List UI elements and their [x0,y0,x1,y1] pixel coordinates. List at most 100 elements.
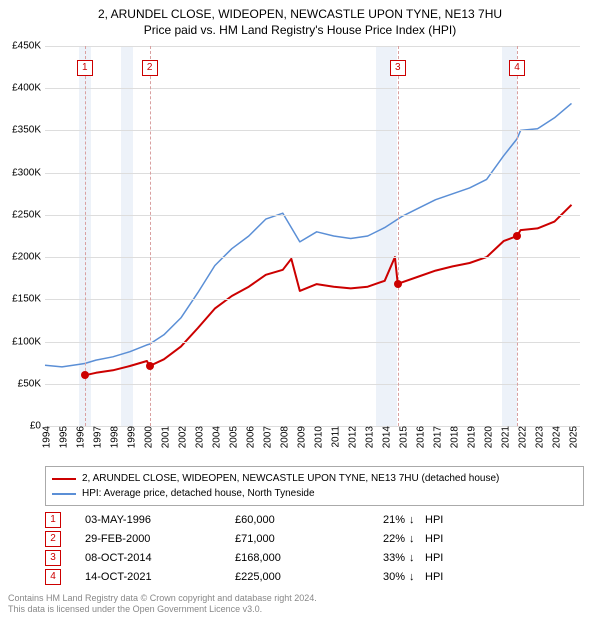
sale-dot [513,232,521,240]
sales-row: 1 03-MAY-1996£60,00021%↓HPI [45,510,580,529]
x-axis-label: 2024 [547,426,562,448]
legend-label-hpi: HPI: Average price, detached house, Nort… [82,486,315,501]
x-axis-label: 2014 [377,426,392,448]
x-axis-label: 2008 [275,426,290,448]
y-axis-label: £400K [12,83,45,94]
x-axis-label: 2010 [309,426,324,448]
arrow-down-icon: ↓ [409,533,425,545]
x-axis-label: 2025 [564,426,579,448]
sales-row-pct: 22% [345,533,409,545]
plot-svg [45,46,580,426]
x-axis-label: 2016 [411,426,426,448]
x-axis-label: 2007 [258,426,273,448]
sale-dot [146,362,154,370]
sales-row-vs: HPI [425,533,443,545]
sales-row-pct: 30% [345,571,409,583]
x-axis-label: 2015 [394,426,409,448]
chart-title: 2, ARUNDEL CLOSE, WIDEOPEN, NEWCASTLE UP… [0,0,600,38]
sales-row-price: £168,000 [235,552,345,564]
sale-marker-line [398,46,399,426]
sale-marker-badge: 2 [142,60,158,76]
sale-dot [394,280,402,288]
arrow-down-icon: ↓ [409,514,425,526]
sales-row-badge: 4 [45,569,61,585]
sales-row-date: 03-MAY-1996 [85,514,235,526]
series-hpi [45,103,572,367]
title-line-2: Price paid vs. HM Land Registry's House … [0,22,600,38]
sales-row-price: £225,000 [235,571,345,583]
sales-row-price: £60,000 [235,514,345,526]
legend-swatch-property [52,478,76,480]
series-property [85,205,572,375]
x-axis-label: 2002 [173,426,188,448]
x-axis-label: 2009 [292,426,307,448]
sale-marker-line [85,46,86,426]
y-axis-label: £450K [12,41,45,52]
y-gridline [45,215,580,216]
sales-row-badge: 2 [45,531,61,547]
x-axis-label: 1996 [71,426,86,448]
x-axis-label: 2017 [428,426,443,448]
sales-row-badge: 1 [45,512,61,528]
x-axis-label: 2000 [139,426,154,448]
y-gridline [45,88,580,89]
sales-row-price: £71,000 [235,533,345,545]
x-axis-label: 2021 [496,426,511,448]
sales-row-pct: 21% [345,514,409,526]
y-gridline [45,342,580,343]
chart-plot-area: £0£50K£100K£150K£200K£250K£300K£350K£400… [45,46,580,427]
legend: 2, ARUNDEL CLOSE, WIDEOPEN, NEWCASTLE UP… [45,466,584,506]
x-axis-label: 1997 [88,426,103,448]
x-axis-label: 2006 [241,426,256,448]
x-axis-label: 2011 [326,426,341,448]
x-axis-label: 2018 [445,426,460,448]
page-root: { "title_line1": "2, ARUNDEL CLOSE, WIDE… [0,0,600,620]
y-axis-label: £150K [12,294,45,305]
y-axis-label: £50K [18,378,45,389]
sales-row-date: 14-OCT-2021 [85,571,235,583]
sales-row-vs: HPI [425,514,443,526]
y-axis-label: £250K [12,209,45,220]
legend-row-property: 2, ARUNDEL CLOSE, WIDEOPEN, NEWCASTLE UP… [52,471,577,486]
x-axis-label: 2003 [190,426,205,448]
y-gridline [45,46,580,47]
sale-marker-badge: 1 [77,60,93,76]
x-axis-label: 2019 [462,426,477,448]
y-axis-label: £200K [12,252,45,263]
title-line-1: 2, ARUNDEL CLOSE, WIDEOPEN, NEWCASTLE UP… [0,6,600,22]
y-axis-label: £350K [12,125,45,136]
sales-row: 4 14-OCT-2021£225,00030%↓HPI [45,567,580,586]
x-axis-label: 1994 [38,426,53,448]
sale-marker-badge: 4 [509,60,525,76]
x-axis-label: 2001 [156,426,171,448]
y-axis-label: £100K [12,336,45,347]
legend-swatch-hpi [52,493,76,495]
sales-row-date: 29-FEB-2000 [85,533,235,545]
y-gridline [45,173,580,174]
sales-row: 2 29-FEB-2000£71,00022%↓HPI [45,529,580,548]
legend-row-hpi: HPI: Average price, detached house, Nort… [52,486,577,501]
sales-row: 3 08-OCT-2014£168,00033%↓HPI [45,548,580,567]
x-axis-label: 2013 [360,426,375,448]
footer-line-2: This data is licensed under the Open Gov… [8,604,317,616]
y-gridline [45,257,580,258]
x-axis-label: 1995 [54,426,69,448]
x-axis-label: 2020 [479,426,494,448]
footer-line-1: Contains HM Land Registry data © Crown c… [8,593,317,605]
y-gridline [45,384,580,385]
sales-row-vs: HPI [425,571,443,583]
footer: Contains HM Land Registry data © Crown c… [8,593,317,616]
sales-table: 103-MAY-1996£60,00021%↓HPI229-FEB-2000£7… [45,510,580,586]
x-axis-label: 2012 [343,426,358,448]
arrow-down-icon: ↓ [409,552,425,564]
x-axis-label: 2005 [224,426,239,448]
sales-row-date: 08-OCT-2014 [85,552,235,564]
x-axis-label: 2023 [530,426,545,448]
legend-label-property: 2, ARUNDEL CLOSE, WIDEOPEN, NEWCASTLE UP… [82,471,499,486]
sales-row-vs: HPI [425,552,443,564]
sales-row-pct: 33% [345,552,409,564]
x-axis-label: 1998 [105,426,120,448]
x-axis-label: 2004 [207,426,222,448]
arrow-down-icon: ↓ [409,571,425,583]
sales-row-badge: 3 [45,550,61,566]
